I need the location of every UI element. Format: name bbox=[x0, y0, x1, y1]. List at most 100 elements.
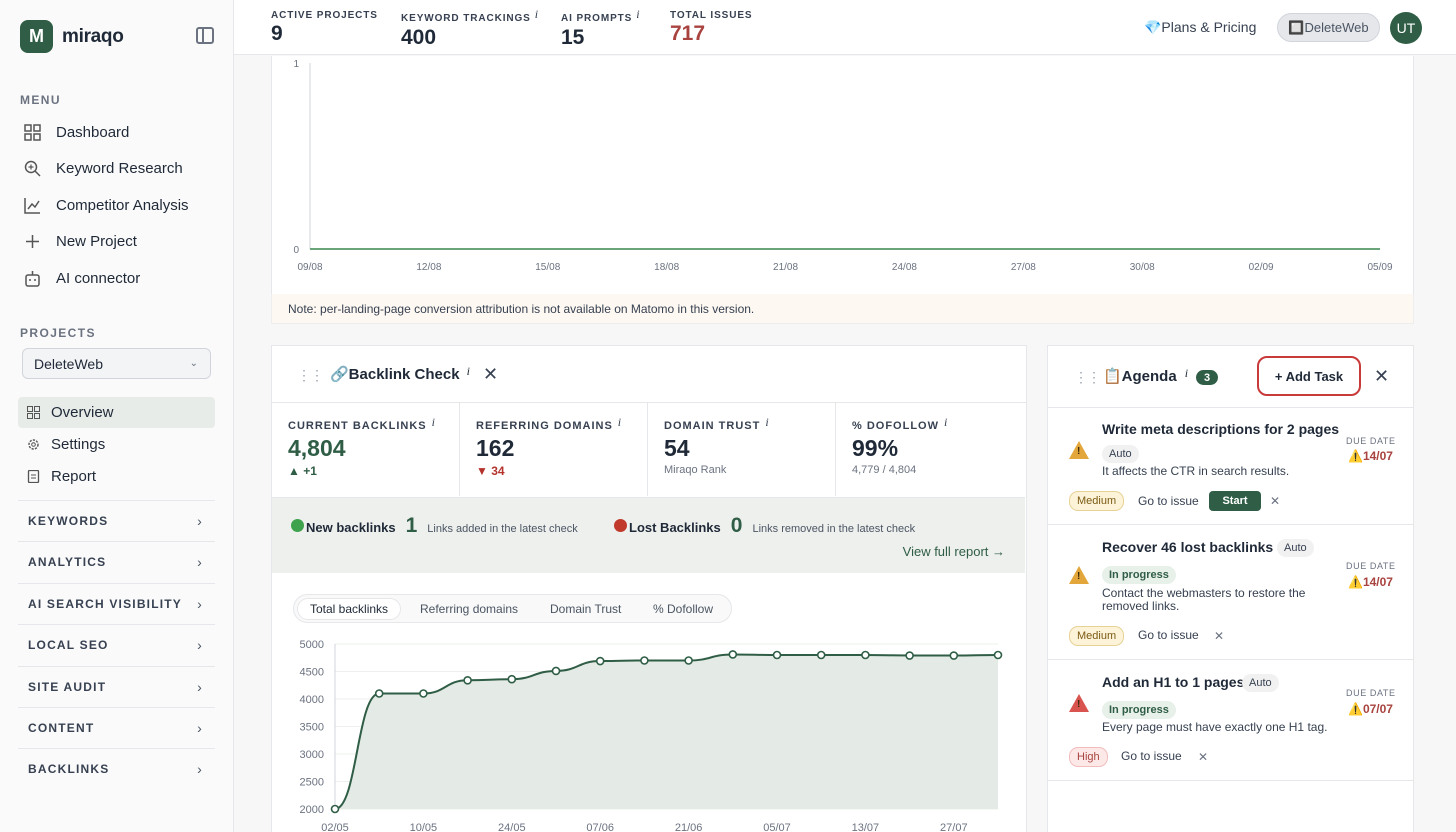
info-icon[interactable]: i bbox=[534, 7, 539, 21]
data-point bbox=[993, 650, 1003, 660]
info-icon[interactable]: i bbox=[617, 415, 623, 429]
nav-group-label: SITE AUDIT bbox=[28, 679, 107, 694]
y-tick-label: 3000 bbox=[300, 749, 324, 761]
project-nav-settings[interactable]: Settings bbox=[18, 429, 215, 460]
projects-section-label: PROJECTS bbox=[20, 326, 96, 340]
new-backlinks-label: New backlinks bbox=[306, 520, 396, 535]
nav-group-label: LOCAL SEO bbox=[28, 637, 109, 652]
info-icon[interactable]: i bbox=[1184, 366, 1189, 380]
info-icon[interactable]: i bbox=[944, 415, 949, 429]
x-tick-label: 15/08 bbox=[535, 262, 560, 273]
x-tick-label: 02/05 bbox=[321, 822, 349, 832]
menu-item-ai-connector[interactable]: AI connector bbox=[20, 263, 216, 293]
metric-delta: ▼ 34 bbox=[476, 464, 505, 478]
nav-group-backlinks[interactable]: BACKLINKS › bbox=[18, 748, 215, 788]
x-tick-label: 09/08 bbox=[297, 262, 322, 273]
stat-total-issues[interactable]: TOTAL ISSUES 717 bbox=[670, 10, 752, 46]
stat-label: AI PROMPTS i bbox=[561, 7, 641, 24]
status-badge: In progress bbox=[1102, 566, 1176, 584]
nav-group-content[interactable]: CONTENT › bbox=[18, 707, 215, 747]
close-icon[interactable]: ✕ bbox=[1374, 366, 1390, 386]
y-tick-label: 0 bbox=[293, 245, 299, 256]
chevron-down-icon: ⌄ bbox=[189, 358, 198, 369]
chevron-right-icon: › bbox=[197, 553, 203, 570]
backlink-chart-tabs: Total backlinks Referring domains Domain… bbox=[293, 594, 732, 623]
info-icon[interactable]: i bbox=[431, 415, 436, 429]
agenda-count-badge: 3 bbox=[1196, 370, 1218, 385]
site-switcher[interactable]: 🔲DeleteWeb bbox=[1277, 13, 1380, 42]
x-tick-label: 10/05 bbox=[410, 822, 438, 832]
task-tag: Auto bbox=[1102, 445, 1139, 463]
dismiss-icon[interactable]: ✕ bbox=[1269, 494, 1281, 508]
nav-group-keywords[interactable]: KEYWORDS › bbox=[18, 500, 215, 540]
drag-handle-icon[interactable]: ⋮⋮ bbox=[1074, 369, 1101, 385]
x-tick-label: 13/07 bbox=[852, 822, 880, 832]
sidebar-toggle-icon[interactable] bbox=[196, 27, 214, 44]
menu-item-competitor-analysis[interactable]: Competitor Analysis bbox=[20, 190, 216, 220]
drag-handle-icon[interactable]: ⋮⋮ bbox=[297, 367, 324, 383]
menu-item-dashboard[interactable]: Dashboard bbox=[20, 117, 216, 147]
x-tick-label: 27/08 bbox=[1011, 262, 1036, 273]
top-bar: ACTIVE PROJECTS 9 KEYWORD TRACKINGS i 400… bbox=[234, 0, 1456, 55]
close-icon[interactable]: ✕ bbox=[483, 364, 499, 384]
y-tick-label: 5000 bbox=[300, 639, 324, 651]
menu-item-label: Competitor Analysis bbox=[56, 196, 189, 214]
dismiss-icon[interactable]: ✕ bbox=[1197, 750, 1209, 764]
tab-dofollow[interactable]: % Dofollow bbox=[653, 602, 714, 616]
task-title[interactable]: Write meta descriptions for 2 pages bbox=[1102, 421, 1340, 437]
chart-line-icon bbox=[24, 197, 40, 214]
data-point bbox=[507, 674, 517, 684]
menu-item-label: AI connector bbox=[56, 269, 141, 287]
menu-item-new-project[interactable]: New Project bbox=[20, 226, 216, 256]
go-to-issue-link[interactable]: Go to issue bbox=[1138, 628, 1199, 642]
bot-icon bbox=[25, 270, 40, 287]
avatar[interactable]: UT bbox=[1390, 12, 1422, 44]
dismiss-icon[interactable]: ✕ bbox=[1213, 629, 1225, 643]
project-nav-overview[interactable]: Overview bbox=[18, 397, 215, 428]
backlinks-area-chart: 5000 4500 4000 3500 3000 2500 2000 02/05 10/05 24… bbox=[300, 639, 1003, 832]
task-title[interactable]: Recover 46 lost backlinks bbox=[1102, 539, 1274, 555]
tab-domain-trust[interactable]: Domain Trust bbox=[550, 602, 622, 616]
backlink-changes-strip: New backlinks 1 Links added in the lates… bbox=[272, 497, 1025, 573]
x-tick-label: 05/09 bbox=[1367, 262, 1392, 273]
priority-badge: Medium bbox=[1069, 491, 1125, 511]
project-nav-report[interactable]: Report bbox=[18, 461, 215, 492]
add-task-button[interactable]: + Add Task bbox=[1257, 356, 1361, 396]
nav-group-analytics[interactable]: ANALYTICS › bbox=[18, 541, 215, 581]
metric-sub: 4,779 / 4,804 bbox=[852, 464, 917, 476]
data-point bbox=[816, 650, 826, 660]
nav-group-site-audit[interactable]: SITE AUDIT › bbox=[18, 666, 215, 706]
nav-group-local-seo[interactable]: LOCAL SEO › bbox=[18, 624, 215, 664]
data-point bbox=[728, 650, 738, 659]
brand[interactable]: M miraqo bbox=[20, 20, 124, 53]
info-icon[interactable]: i bbox=[765, 415, 770, 429]
info-icon[interactable]: i bbox=[636, 7, 641, 21]
tab-total-backlinks[interactable]: Total backlinks bbox=[297, 598, 402, 620]
nav-group-label: ANALYTICS bbox=[28, 554, 107, 569]
nav-group-ai-search-visibility[interactable]: AI SEARCH VISIBILITY › bbox=[18, 583, 215, 623]
start-button[interactable]: Start bbox=[1209, 491, 1261, 511]
stat-label: ACTIVE PROJECTS bbox=[271, 10, 378, 21]
data-point bbox=[905, 651, 914, 660]
task-title[interactable]: Add an H1 to 1 pages bbox=[1102, 674, 1245, 690]
view-full-report-link[interactable]: View full report → bbox=[902, 544, 1005, 559]
warning-icon bbox=[1069, 566, 1089, 584]
lost-backlinks-summary: Lost Backlinks 0 Links removed in the la… bbox=[614, 514, 915, 538]
stat-keyword-trackings: KEYWORD TRACKINGS i 400 bbox=[401, 7, 539, 50]
info-icon[interactable]: i bbox=[466, 364, 470, 378]
task-desc: Every page must have exactly one H1 tag. bbox=[1102, 720, 1328, 734]
menu-item-keyword-research[interactable]: Keyword Research bbox=[20, 153, 216, 183]
go-to-issue-link[interactable]: Go to issue bbox=[1121, 749, 1182, 763]
divider bbox=[272, 402, 1026, 403]
x-tick-label: 18/08 bbox=[654, 262, 679, 273]
data-point bbox=[374, 689, 384, 698]
stat-value: 400 bbox=[401, 26, 437, 49]
project-select[interactable]: DeleteWeb ⌄ bbox=[22, 348, 211, 379]
document-icon bbox=[27, 470, 40, 483]
tab-referring-domains[interactable]: Referring domains bbox=[420, 602, 519, 616]
nav-group-label: CONTENT bbox=[28, 720, 95, 735]
plans-pricing-link[interactable]: 💎Plans & Pricing bbox=[1144, 19, 1257, 35]
go-to-issue-link[interactable]: Go to issue bbox=[1138, 494, 1199, 508]
menu-item-label: New Project bbox=[56, 232, 137, 250]
task-tag: Auto bbox=[1277, 539, 1314, 557]
